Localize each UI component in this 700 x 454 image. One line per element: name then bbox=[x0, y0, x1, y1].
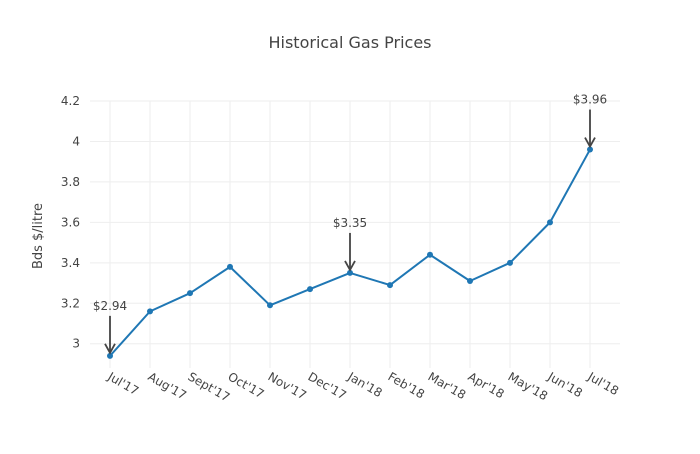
x-tick-label: Mar'18 bbox=[426, 369, 469, 402]
annotation-label: $2.94 bbox=[93, 299, 127, 313]
x-tick-label: Sept'17 bbox=[186, 369, 233, 404]
y-tick-label: 3.2 bbox=[61, 296, 80, 310]
data-point bbox=[107, 352, 113, 359]
y-tick-label: 4.2 bbox=[61, 94, 80, 108]
gridlines bbox=[90, 100, 620, 368]
data-point bbox=[547, 219, 553, 226]
data-point bbox=[227, 263, 233, 270]
y-tick-label: 3.8 bbox=[61, 175, 80, 189]
annotation-arrow-head bbox=[104, 343, 116, 355]
data-point bbox=[187, 290, 193, 297]
data-point bbox=[587, 146, 593, 153]
data-point bbox=[427, 251, 433, 258]
annotation-label: $3.35 bbox=[333, 216, 367, 230]
x-tick-label: Jun'18 bbox=[545, 369, 585, 400]
x-tick-label: Feb'18 bbox=[386, 369, 427, 401]
x-tick-label: May'18 bbox=[506, 369, 551, 403]
x-tick-label: Dec'17 bbox=[306, 369, 349, 402]
x-tick-label: Aug'17 bbox=[146, 369, 189, 402]
x-tick-label: Jul'17 bbox=[105, 369, 141, 398]
data-point bbox=[147, 308, 153, 315]
y-tick-label: 3 bbox=[72, 337, 80, 351]
x-axis-ticks: Jul'17 Aug'17Sept'17Oct'17Nov'17Dec'17Jan… bbox=[105, 369, 621, 405]
y-tick-label: 3.6 bbox=[61, 215, 80, 229]
y-tick-label: 3.4 bbox=[61, 256, 80, 270]
data-point bbox=[347, 269, 353, 276]
y-tick-label: 4 bbox=[72, 134, 80, 148]
series-points bbox=[107, 146, 593, 359]
data-point bbox=[307, 286, 313, 293]
x-tick-label: Jan'18 bbox=[345, 369, 385, 400]
y-axis-label: Bds $/litre bbox=[31, 203, 46, 269]
data-point bbox=[267, 302, 273, 309]
y-axis-ticks: 3 3.2 3.4 3.6 3.8 4 4.2 bbox=[61, 94, 80, 351]
x-tick-label: Oct'17 bbox=[226, 369, 267, 401]
annotation-label: $3.96 bbox=[573, 93, 607, 107]
annotation-arrow-head bbox=[344, 260, 356, 272]
x-tick-label: Apr'18 bbox=[466, 369, 507, 401]
x-tick-label: Nov'17 bbox=[266, 369, 309, 402]
data-point bbox=[507, 259, 513, 266]
data-point bbox=[467, 278, 473, 285]
annotation-arrow-head bbox=[584, 137, 596, 149]
data-point bbox=[387, 282, 393, 289]
x-tick-label: Jul'18 bbox=[585, 369, 621, 398]
annotations: $2.94 $3.35 $3.96 bbox=[93, 93, 607, 355]
chart-title: Historical Gas Prices bbox=[268, 33, 432, 52]
